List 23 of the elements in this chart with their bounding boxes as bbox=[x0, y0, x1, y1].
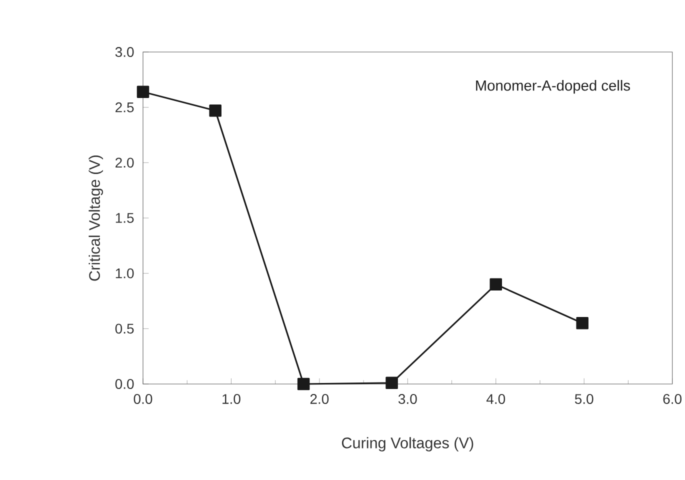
point bbox=[136, 86, 150, 98]
x-tick-label: 4.0 bbox=[486, 394, 506, 404]
point bbox=[576, 317, 588, 330]
y-tick-label: 3.0 bbox=[115, 47, 134, 57]
x-tick-label: 6.0 bbox=[663, 394, 682, 404]
y-tick-label: 2.0 bbox=[116, 158, 134, 168]
point bbox=[386, 376, 398, 390]
point bbox=[209, 104, 222, 117]
x-tick-label: 2.0 bbox=[310, 394, 329, 404]
y-tick-label: 0.5 bbox=[115, 324, 134, 334]
y-tick-label: 1.0 bbox=[116, 268, 134, 278]
y-axis-title: Critical Voltage (V) bbox=[88, 155, 104, 281]
y-tick-label: 0.0 bbox=[115, 379, 134, 389]
y-tick-label: 2.5 bbox=[116, 102, 134, 112]
x-tick-label: 5.0 bbox=[574, 394, 594, 404]
annotation: Monomer-A-doped cells bbox=[476, 80, 630, 94]
x-tick-label: 3.0 bbox=[398, 394, 417, 404]
point bbox=[297, 378, 310, 390]
y-tick-label: 1.5 bbox=[116, 213, 134, 223]
point bbox=[490, 278, 502, 291]
x-axis-title: Curing Voltages (V) bbox=[342, 437, 474, 452]
x-tick-label: 0.0 bbox=[134, 394, 152, 404]
x-tick-label: 1.0 bbox=[222, 394, 240, 404]
